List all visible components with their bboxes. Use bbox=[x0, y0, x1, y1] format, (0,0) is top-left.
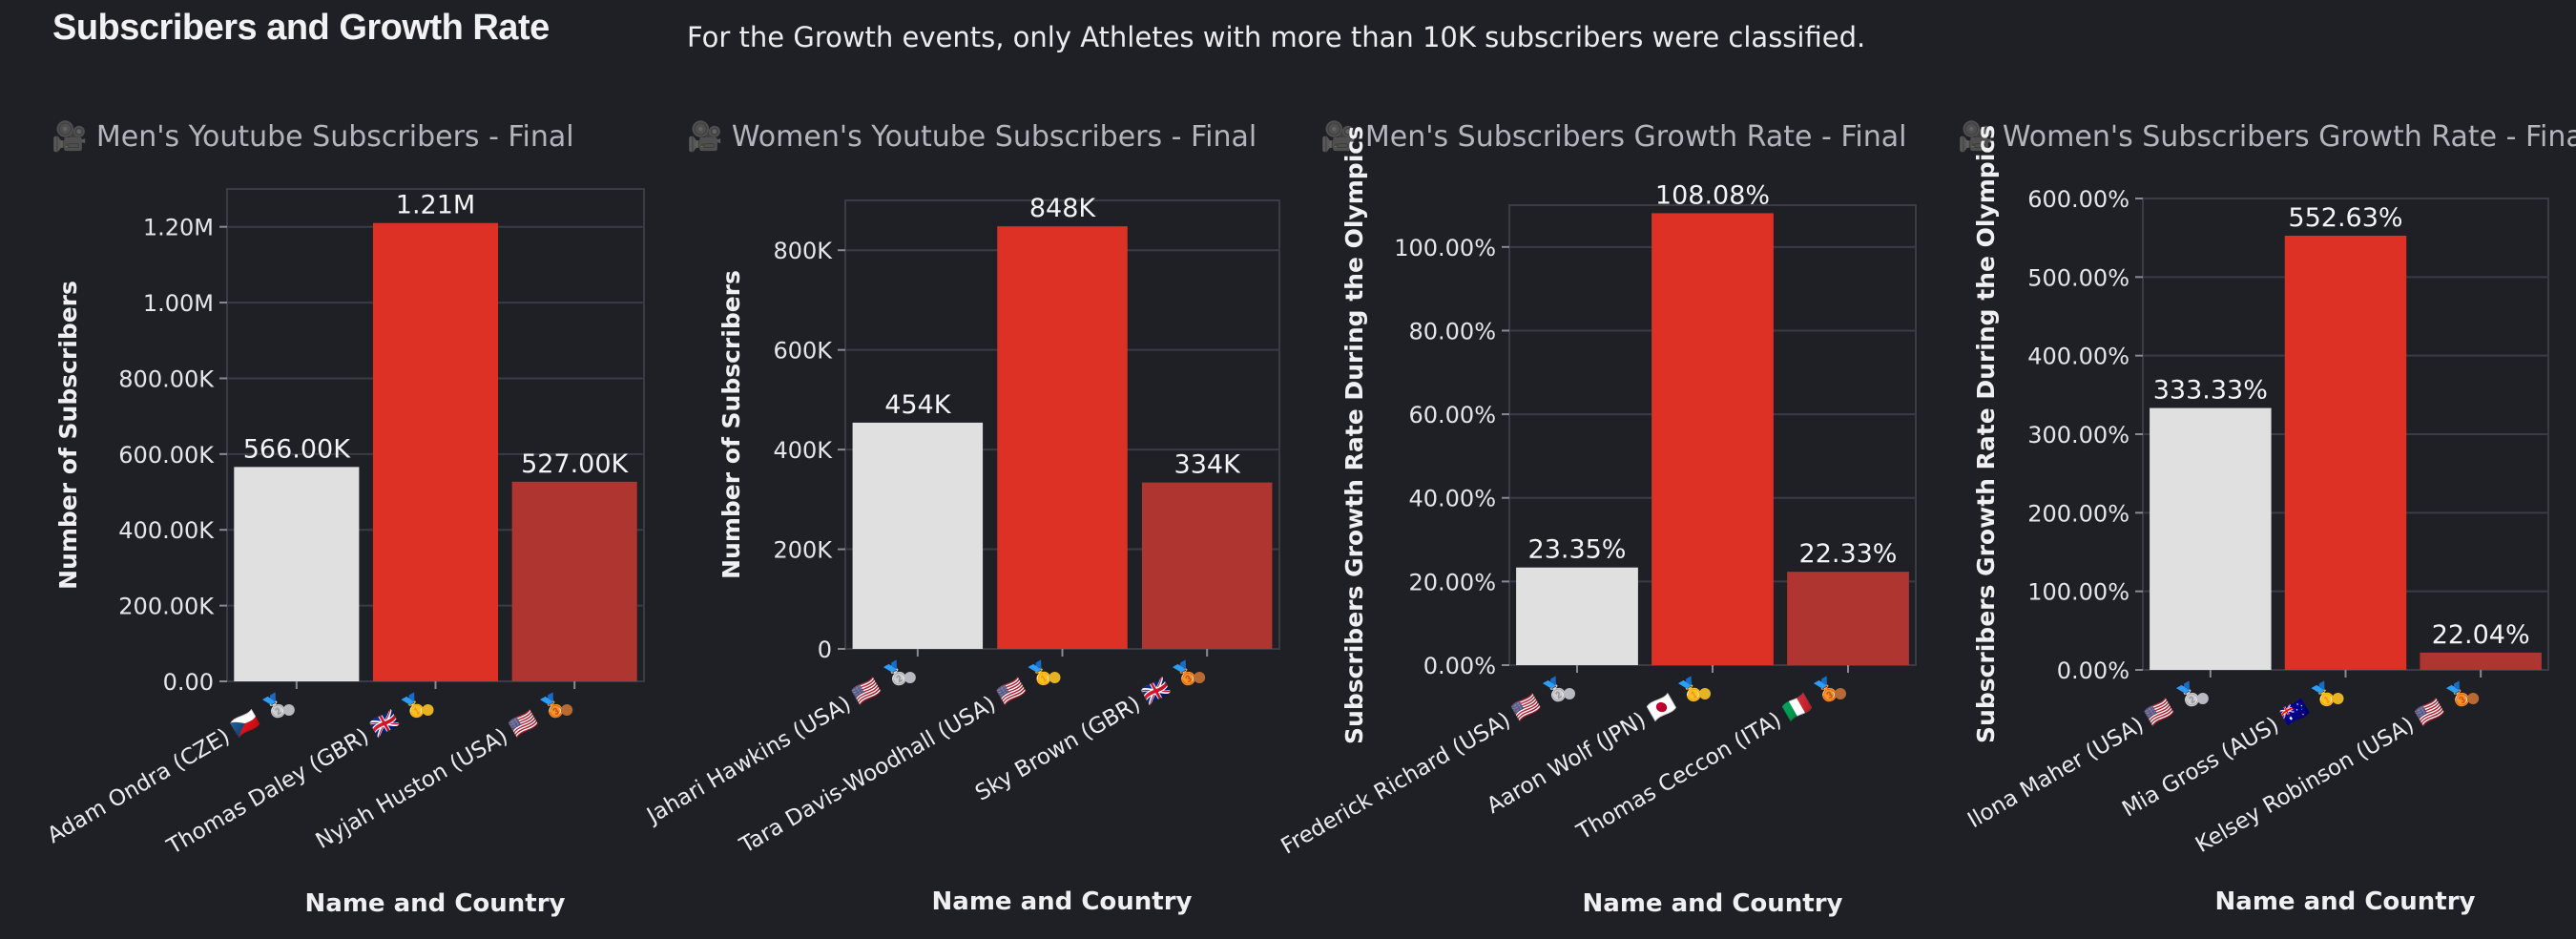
panel-title-women-growth: 🎥 Women's Subscribers Growth Rate - Fina… bbox=[1958, 120, 2576, 154]
y-tick-label: 0 bbox=[818, 636, 832, 663]
data-label: 552.63% bbox=[2288, 203, 2402, 233]
y-tick-label: 500.00% bbox=[2027, 264, 2129, 291]
y-tick-label: 0.00% bbox=[1423, 653, 1496, 679]
data-label: 334K bbox=[1174, 450, 1242, 480]
y-tick-label: 800K bbox=[773, 238, 833, 264]
data-label: 454K bbox=[884, 390, 952, 420]
y-tick-label: 600K bbox=[773, 338, 833, 365]
y-tick-label: 1.00M bbox=[143, 290, 214, 317]
silver-medal-icon bbox=[904, 672, 916, 683]
data-label: 23.35% bbox=[1528, 535, 1627, 565]
gold-medal-icon bbox=[1699, 688, 1711, 699]
gold-medal-icon bbox=[2332, 693, 2344, 704]
y-axis-label: Number of Subscribers bbox=[717, 270, 745, 579]
y-tick-label: 400.00K bbox=[118, 517, 215, 544]
y-tick-label: 0.00 bbox=[163, 669, 214, 696]
gold-medal-icon bbox=[422, 704, 434, 716]
data-label: 108.08% bbox=[1655, 180, 1770, 210]
x-tick-label: Kelsey Robinson (USA) 🇺🇸 🥉 bbox=[2192, 678, 2479, 858]
bronze-medal-icon bbox=[561, 704, 573, 716]
page-title: Subscribers and Growth Rate bbox=[52, 8, 550, 48]
data-label: 566.00K bbox=[243, 434, 351, 464]
y-axis-label: Subscribers Growth Rate During the Olymp… bbox=[1340, 126, 1368, 744]
x-axis-label: Name and Country bbox=[305, 889, 566, 918]
x-axis-label: Name and Country bbox=[2215, 887, 2476, 916]
y-tick-label: 600.00% bbox=[2027, 186, 2129, 213]
bar bbox=[997, 226, 1128, 649]
x-axis-label: Name and Country bbox=[1583, 889, 1843, 918]
data-label: 333.33% bbox=[2153, 376, 2268, 406]
bar bbox=[852, 422, 984, 649]
bar bbox=[372, 222, 499, 681]
bar bbox=[2150, 407, 2272, 670]
y-tick-label: 80.00% bbox=[1408, 318, 1496, 344]
y-tick-label: 600.00K bbox=[118, 442, 215, 469]
gold-medal-icon bbox=[1049, 672, 1061, 683]
y-tick-label: 100.00% bbox=[2027, 579, 2129, 606]
y-tick-label: 0.00% bbox=[2057, 657, 2129, 684]
y-axis-label: Number of Subscribers bbox=[54, 281, 82, 590]
silver-medal-icon bbox=[1564, 688, 1575, 699]
y-tick-label: 300.00% bbox=[2027, 422, 2129, 449]
y-tick-label: 800.00K bbox=[118, 365, 215, 392]
bronze-medal-icon bbox=[2467, 693, 2480, 704]
data-label: 848K bbox=[1029, 194, 1097, 223]
silver-medal-icon bbox=[282, 704, 295, 716]
y-tick-label: 200K bbox=[773, 537, 833, 564]
panel-title-women-subscribers: 🎥 Women's Youtube Subscribers - Final bbox=[687, 120, 1257, 154]
bar bbox=[234, 467, 360, 681]
x-tick-label: Mia Gross (AUS) 🇦🇺 🥇 bbox=[2118, 678, 2343, 823]
bar bbox=[1787, 572, 1909, 665]
y-tick-label: 60.00% bbox=[1408, 402, 1496, 428]
data-label: 22.33% bbox=[1799, 539, 1898, 569]
y-tick-label: 400.00% bbox=[2027, 344, 2129, 370]
bronze-medal-icon bbox=[1194, 672, 1206, 683]
silver-medal-icon bbox=[2196, 693, 2209, 704]
y-tick-label: 400K bbox=[773, 437, 833, 464]
y-axis-label: Subscribers Growth Rate During the Olymp… bbox=[1972, 125, 2000, 743]
y-tick-label: 100.00% bbox=[1394, 235, 1496, 261]
data-label: 527.00K bbox=[521, 449, 629, 479]
panel-title-men-subscribers: 🎥 Men's Youtube Subscribers - Final bbox=[52, 120, 574, 154]
bar bbox=[2284, 236, 2407, 671]
bar bbox=[1652, 213, 1774, 665]
y-tick-label: 20.00% bbox=[1408, 569, 1496, 595]
y-tick-label: 1.20M bbox=[143, 215, 214, 241]
data-label: 22.04% bbox=[2432, 620, 2530, 650]
growth-note: For the Growth events, only Athletes wit… bbox=[687, 21, 1866, 53]
x-tick-label: Ilona Maher (USA) 🇺🇸 🥈 bbox=[1963, 678, 2208, 833]
panel-title-men-growth: 🎥 Men's Subscribers Growth Rate - Final bbox=[1320, 120, 1907, 154]
x-axis-label: Name and Country bbox=[932, 887, 1193, 916]
data-label: 1.21M bbox=[396, 191, 475, 220]
bar bbox=[1141, 482, 1273, 649]
bar bbox=[511, 481, 637, 681]
y-tick-label: 200.00% bbox=[2027, 500, 2129, 527]
bronze-medal-icon bbox=[1835, 688, 1846, 699]
bar bbox=[2420, 652, 2542, 670]
y-tick-label: 200.00K bbox=[118, 594, 215, 620]
y-tick-label: 40.00% bbox=[1408, 486, 1496, 512]
bar bbox=[1516, 567, 1638, 665]
